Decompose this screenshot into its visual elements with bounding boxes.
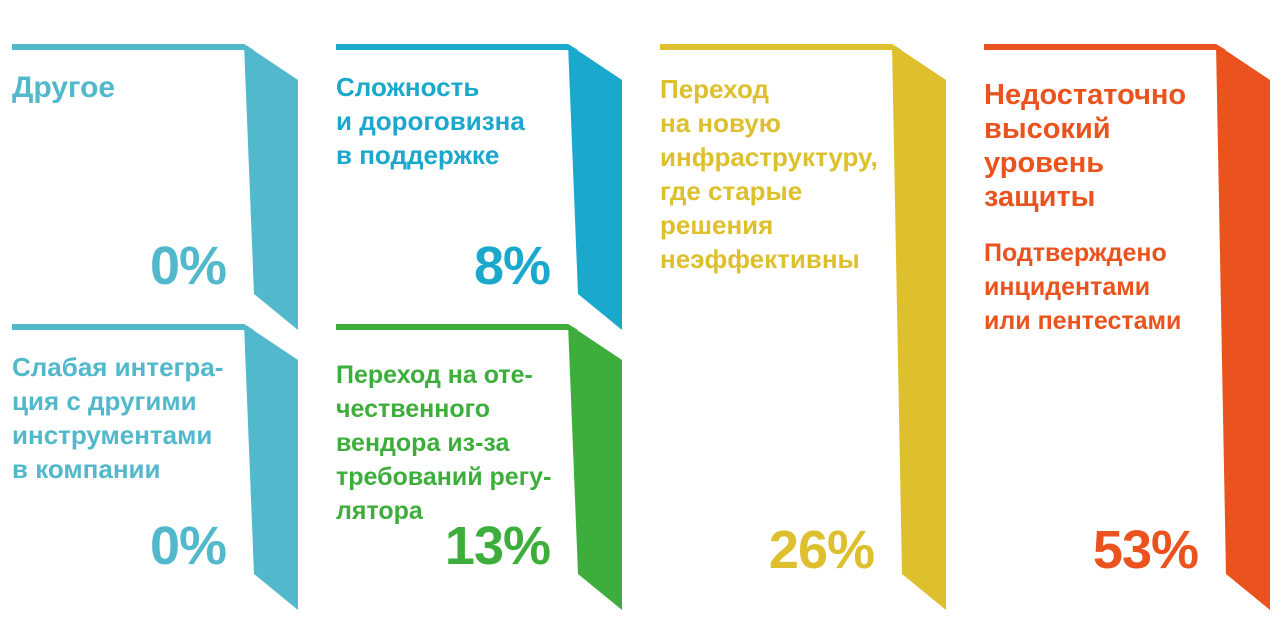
card-top-strip	[336, 44, 578, 50]
card-subtitle: Подтверждено инцидентами или пентестами	[984, 239, 1182, 335]
card-top-strip	[984, 44, 1226, 50]
card-value-label: 13%	[444, 516, 551, 576]
card-top-strip	[660, 44, 902, 50]
card-frame	[12, 44, 298, 330]
card-weak-integration: Слабая интегра- ция с другими инструмент…	[12, 324, 298, 610]
card-frame	[336, 324, 622, 610]
card-title: Недостаточно высокий уровень защиты	[984, 79, 1187, 213]
card-side-panel	[244, 324, 298, 610]
card-value-label: 8%	[473, 236, 551, 296]
card-side-panel	[568, 44, 622, 330]
card-value-label: 53%	[1092, 520, 1199, 580]
card-domestic-vendor: Переход на оте- чественного вендора из-з…	[336, 324, 622, 610]
card-support-cost: Сложность и дороговизна в поддержке 8%	[336, 44, 622, 330]
card-title: Сложность и дороговизна в поддержке	[336, 72, 525, 170]
card-title: Другое	[12, 71, 116, 104]
card-frame	[12, 324, 298, 610]
card-side-panel	[568, 324, 622, 610]
card-top-strip	[12, 44, 254, 50]
card-new-infrastructure: Переход на новую инфраструктуру, где ста…	[660, 44, 946, 610]
card-value-label: 0%	[149, 516, 227, 576]
card-title: Переход на оте- чественного вендора из-з…	[336, 361, 552, 525]
card-frame	[660, 44, 946, 610]
card-value-label: 0%	[149, 236, 227, 296]
card-frame	[984, 44, 1270, 610]
card-insufficient-protection: Недостаточно высокий уровень защиты Подт…	[984, 44, 1270, 610]
card-top-strip	[336, 324, 578, 330]
card-frame	[336, 44, 622, 330]
card-side-panel	[892, 44, 946, 610]
card-side-panel	[244, 44, 298, 330]
card-other: Другое 0%	[12, 44, 298, 330]
card-title: Переход на новую инфраструктуру, где ста…	[660, 74, 878, 274]
card-value-label: 26%	[768, 520, 875, 580]
card-top-strip	[12, 324, 254, 330]
card-title: Слабая интегра- ция с другими инструмент…	[12, 352, 224, 484]
card-side-panel	[1216, 44, 1270, 610]
